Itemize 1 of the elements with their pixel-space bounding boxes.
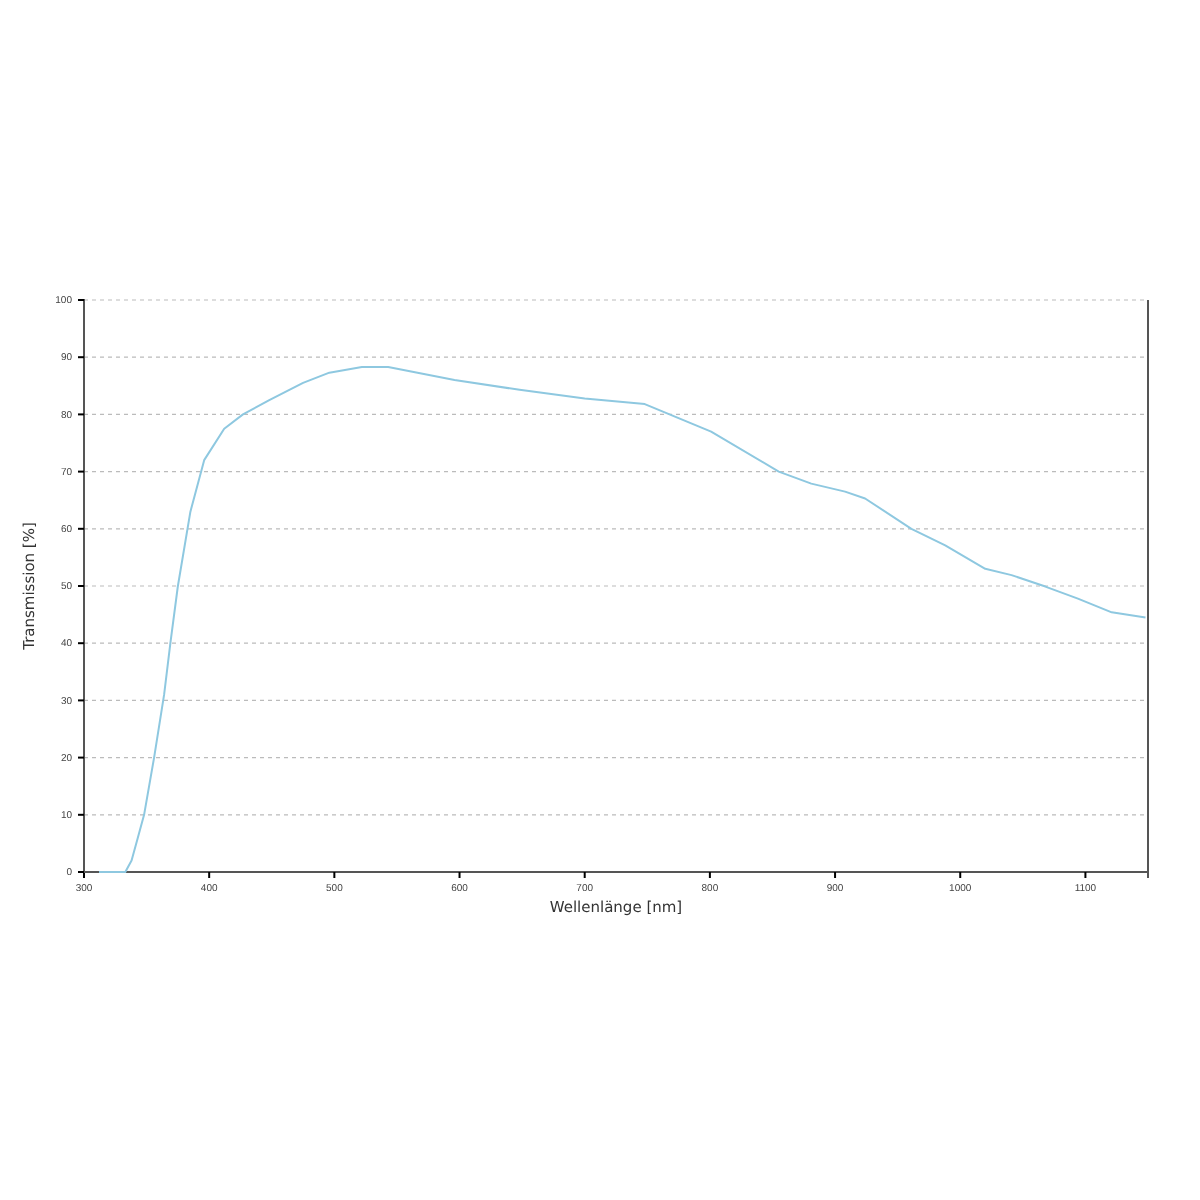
line-series xyxy=(98,365,1147,873)
